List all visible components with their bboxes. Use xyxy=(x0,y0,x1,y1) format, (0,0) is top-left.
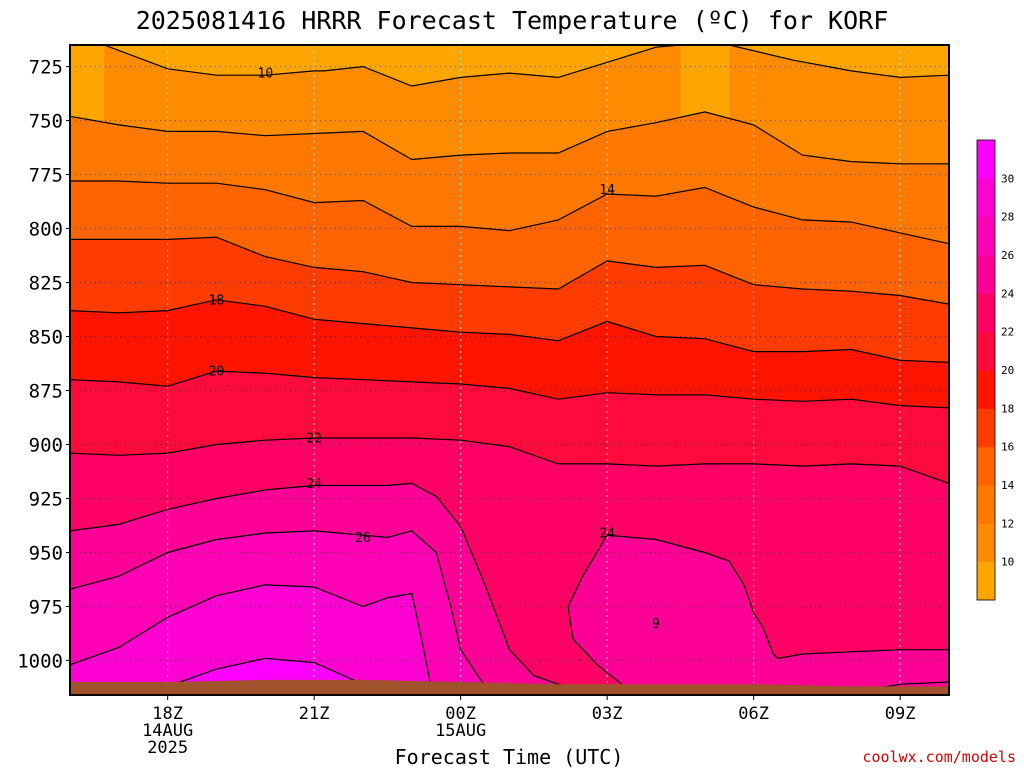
x-tick-label: 14AUG xyxy=(142,721,193,741)
colorbar-tick-label: 26 xyxy=(1001,249,1014,262)
colorbar-segment xyxy=(977,446,995,486)
y-tick-label: 1000 xyxy=(17,650,63,672)
x-tick-label: 00Z xyxy=(445,704,476,724)
isotherm-label: 18 xyxy=(209,293,225,308)
colorbar-tick-label: 12 xyxy=(1001,517,1014,530)
y-tick-label: 775 xyxy=(29,165,63,187)
colorbar-segment xyxy=(977,523,995,563)
colorbar-segment xyxy=(977,255,995,294)
colorbar-tick-label: 14 xyxy=(1001,479,1015,492)
isotherm-line xyxy=(70,584,432,689)
x-tick-label: 15AUG xyxy=(435,721,486,741)
x-tick-label: 03Z xyxy=(592,704,623,724)
colorbar-tick-label: 30 xyxy=(1001,172,1014,185)
colorbar-segment xyxy=(977,178,995,218)
y-tick-label: 750 xyxy=(29,111,63,133)
isotherm-line xyxy=(70,437,949,484)
isotherm-line xyxy=(70,482,583,690)
y-tick-label: 825 xyxy=(29,273,63,295)
isotherm-line xyxy=(729,45,949,79)
x-tick-label: 21Z xyxy=(299,704,330,724)
x-tick-label: 2025 xyxy=(147,738,188,758)
isotherm-label: 14 xyxy=(599,183,615,198)
colorbar-segment xyxy=(977,140,995,179)
y-tick-label: 950 xyxy=(29,542,63,564)
isotherm-line xyxy=(70,299,949,363)
isotherm-label: 26 xyxy=(355,531,371,546)
colorbar-tick-label: 28 xyxy=(1001,211,1014,224)
colorbar-tick-label: 10 xyxy=(1001,556,1014,569)
plot-area: 10 14 18 20 22 24 24 26 9 xyxy=(70,45,949,695)
x-tick-label: 18Z xyxy=(152,704,183,724)
isotherm-fill-band xyxy=(568,535,949,695)
isotherm-line xyxy=(70,236,949,305)
isotherm-line xyxy=(70,530,486,687)
y-tick-label: 850 xyxy=(29,327,63,349)
colorbar-segment xyxy=(977,408,995,448)
isotherm-label: 24 xyxy=(306,477,322,492)
colorbar-tick-label: 24 xyxy=(1001,287,1015,300)
isotherm-line xyxy=(567,534,949,685)
isotherm-fill-band xyxy=(70,584,432,695)
plot-frame xyxy=(69,44,950,696)
isotherm-line xyxy=(70,111,949,165)
x-tick-label: 06Z xyxy=(738,704,769,724)
x-tick-label: 09Z xyxy=(885,704,916,724)
colorbar-tick-label: 18 xyxy=(1001,402,1014,415)
colorbar-tick-label: 22 xyxy=(1001,326,1014,339)
colorbar-segment xyxy=(977,561,995,601)
colorbar: 10 12 14 16 18 20 22 24 26 28 30 xyxy=(976,139,1015,601)
colorbar-segment xyxy=(977,331,995,371)
y-tick-label: 875 xyxy=(29,381,63,403)
colorbar-frame xyxy=(976,139,996,601)
colorbar-segment xyxy=(977,293,995,333)
isotherm-line xyxy=(70,180,949,245)
y-tick-label: 975 xyxy=(29,596,63,618)
isotherm-line xyxy=(70,370,949,409)
colorbar-tick-label: 16 xyxy=(1001,441,1014,454)
colorbar-segment xyxy=(977,370,995,409)
credit-text: coolwx.com/models xyxy=(862,748,1016,766)
colorbar-segment xyxy=(977,485,995,524)
colorbar-tick-label: 20 xyxy=(1001,364,1014,377)
isotherm-label-layer: 10 14 18 20 22 24 24 26 9 xyxy=(209,67,660,633)
colorbar-segment xyxy=(977,216,995,256)
isotherm-line xyxy=(103,45,681,87)
y-tick-label: 800 xyxy=(29,219,63,241)
isotherm-label: 22 xyxy=(306,432,322,447)
isotherm-layer xyxy=(70,45,949,690)
isotherm-label: 10 xyxy=(258,67,274,82)
isotherm-label: 9 xyxy=(652,617,660,632)
y-tick-label: 925 xyxy=(29,488,63,510)
x-axis-label: Forecast Time (UTC) xyxy=(395,745,624,768)
chart-title: 2025081416 HRRR Forecast Temperature (ºC… xyxy=(136,6,889,35)
temperature-fill-layer xyxy=(70,45,949,695)
y-tick-label: 725 xyxy=(29,57,63,79)
y-tick-label: 900 xyxy=(29,435,63,457)
isotherm-label: 24 xyxy=(599,527,615,542)
isotherm-label: 20 xyxy=(209,365,225,380)
y-axis: 725 750 775 800 825 850 875 900 925 950 975 1000 xyxy=(17,57,70,672)
ground-surface xyxy=(70,679,949,695)
